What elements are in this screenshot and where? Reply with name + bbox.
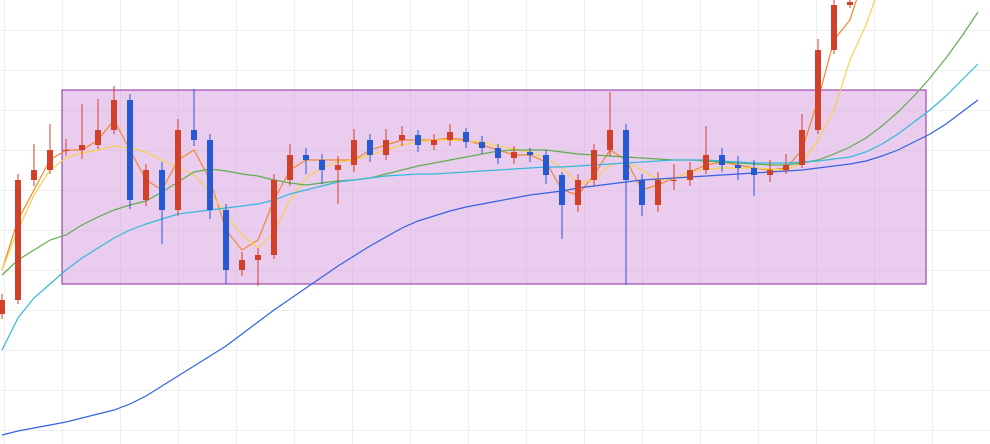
- candle-body: [63, 150, 69, 151]
- candle-body: [511, 152, 517, 158]
- candle-body: [303, 155, 309, 160]
- candle-body: [255, 255, 261, 260]
- candle-body: [575, 180, 581, 205]
- ma-line: [1, 0, 876, 271]
- candle-body: [719, 155, 725, 165]
- candle-body: [847, 2, 853, 5]
- candle-body: [367, 140, 373, 155]
- candle-body: [815, 50, 821, 130]
- candle-body: [111, 100, 117, 130]
- candle-body: [0, 300, 5, 314]
- ma-line: [1, 63, 979, 351]
- candle-body: [447, 132, 453, 140]
- candle-body: [127, 100, 133, 200]
- highlight-box: [61, 89, 927, 285]
- candle-body: [431, 140, 437, 145]
- candle-body: [831, 5, 837, 50]
- candle-body: [559, 175, 565, 205]
- candle-body: [335, 165, 341, 170]
- candle-body: [223, 210, 229, 270]
- candle-body: [703, 155, 709, 170]
- candle-body: [31, 170, 37, 180]
- candle-body: [479, 142, 485, 148]
- candle-body: [399, 135, 405, 140]
- candle-body: [751, 168, 757, 175]
- candle-body: [15, 180, 21, 300]
- candle-body: [655, 180, 661, 205]
- plot: [0, 0, 979, 436]
- candle-body: [671, 180, 677, 181]
- candle-body: [767, 170, 773, 175]
- candle-body: [287, 155, 293, 180]
- candle-body: [47, 150, 53, 170]
- candle-body: [591, 150, 597, 180]
- candle-body: [783, 165, 789, 170]
- candle-body: [639, 180, 645, 205]
- candle-body: [79, 145, 85, 150]
- candle-body: [543, 155, 549, 175]
- candle-body: [271, 180, 277, 255]
- candle-body: [799, 130, 805, 165]
- candle-body: [735, 165, 741, 168]
- candle-body: [463, 132, 469, 142]
- candle-body: [175, 130, 181, 210]
- candle-body: [495, 148, 501, 158]
- candle-body: [687, 170, 693, 180]
- candle-body: [607, 130, 613, 150]
- candle-body: [207, 140, 213, 210]
- candle-body: [143, 170, 149, 200]
- candle-body: [415, 135, 421, 145]
- candle-body: [191, 130, 197, 140]
- candle-body: [159, 170, 165, 210]
- candle-body: [319, 160, 325, 170]
- candle-body: [95, 130, 101, 145]
- candle-body: [351, 140, 357, 165]
- candle-body: [623, 130, 629, 180]
- candle-body: [383, 140, 389, 155]
- ma-line: [1, 99, 979, 436]
- candle-body: [239, 260, 245, 270]
- candle-body: [527, 152, 533, 155]
